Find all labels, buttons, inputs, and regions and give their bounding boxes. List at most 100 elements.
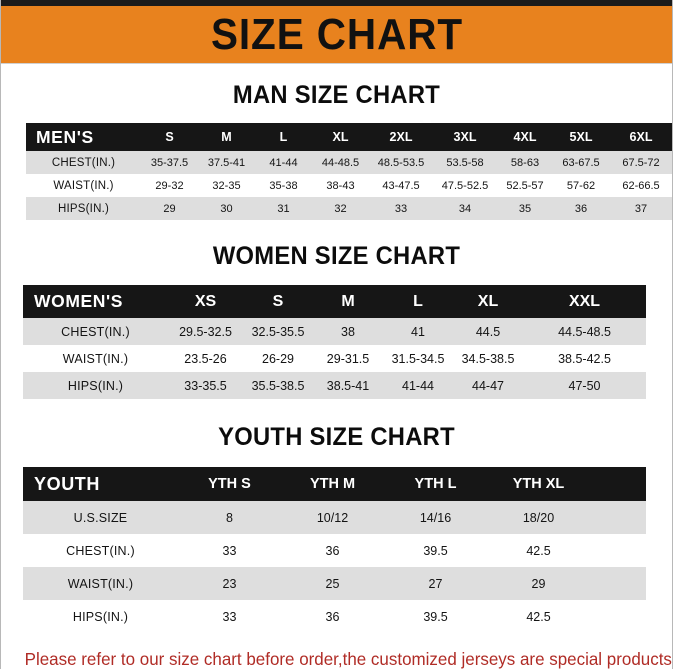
man-waist-l: 35-38: [255, 174, 312, 197]
youth-section-title: YOUTH SIZE CHART: [218, 423, 455, 451]
women-hips-xxl: 47-50: [523, 372, 646, 399]
women-col-l: L: [383, 285, 453, 318]
youth-ussize-blank: [590, 501, 646, 534]
man-chest-l: 41-44: [255, 151, 312, 174]
youth-ussize-ythl: 14/16: [384, 501, 487, 534]
man-col-3xl: 3XL: [433, 123, 497, 151]
youth-chest-ythm: 36: [281, 534, 384, 567]
man-size-table: MEN'S S M L XL 2XL 3XL 4XL 5XL 6XL CHEST…: [26, 123, 672, 220]
man-chest-s: 35-37.5: [141, 151, 198, 174]
man-waist-s: 29-32: [141, 174, 198, 197]
man-waist-6xl: 62-66.5: [609, 174, 672, 197]
women-chest-xl: 44.5: [453, 318, 523, 345]
women-table-wrapper: WOMEN'S XS S M L XL XXL CHEST(IN.) 29.5-…: [1, 285, 672, 399]
table-row: WAIST(IN.) 23 25 27 29: [23, 567, 646, 600]
man-hips-2xl: 33: [369, 197, 433, 220]
man-hips-4xl: 35: [497, 197, 553, 220]
man-hips-s: 29: [141, 197, 198, 220]
man-row-label-chest: CHEST(IN.): [26, 151, 141, 174]
women-col-m: M: [313, 285, 383, 318]
women-waist-xs: 23.5-26: [168, 345, 243, 372]
table-row: WAIST(IN.) 23.5-26 26-29 29-31.5 31.5-34…: [23, 345, 646, 372]
women-chest-s: 32.5-35.5: [243, 318, 313, 345]
women-waist-xxl: 38.5-42.5: [523, 345, 646, 372]
youth-row-label-chest: CHEST(IN.): [23, 534, 178, 567]
man-row-header-label: MEN'S: [26, 123, 141, 151]
man-waist-xl: 38-43: [312, 174, 369, 197]
women-row-label-waist: WAIST(IN.): [23, 345, 168, 372]
man-chest-6xl: 67.5-72: [609, 151, 672, 174]
women-chest-xxl: 44.5-48.5: [523, 318, 646, 345]
man-col-s: S: [141, 123, 198, 151]
youth-chest-ythl: 39.5: [384, 534, 487, 567]
youth-chest-blank: [590, 534, 646, 567]
man-hips-xl: 32: [312, 197, 369, 220]
man-hips-l: 31: [255, 197, 312, 220]
youth-table-wrapper: YOUTH YTH S YTH M YTH L YTH XL U.S.SIZE …: [1, 467, 672, 633]
man-col-5xl: 5XL: [553, 123, 609, 151]
youth-col-ythxl: YTH XL: [487, 467, 590, 501]
man-header-row: MEN'S S M L XL 2XL 3XL 4XL 5XL 6XL: [26, 123, 672, 151]
youth-waist-yths: 23: [178, 567, 281, 600]
man-row-label-waist: WAIST(IN.): [26, 174, 141, 197]
youth-row-label-waist: WAIST(IN.): [23, 567, 178, 600]
youth-col-yths: YTH S: [178, 467, 281, 501]
man-waist-3xl: 47.5-52.5: [433, 174, 497, 197]
youth-hips-yths: 33: [178, 600, 281, 633]
table-row: CHEST(IN.) 29.5-32.5 32.5-35.5 38 41 44.…: [23, 318, 646, 345]
youth-hips-ythl: 39.5: [384, 600, 487, 633]
youth-size-table: YOUTH YTH S YTH M YTH L YTH XL U.S.SIZE …: [23, 467, 646, 633]
women-size-table: WOMEN'S XS S M L XL XXL CHEST(IN.) 29.5-…: [23, 285, 646, 399]
youth-ussize-ythm: 10/12: [281, 501, 384, 534]
top-black-strip: [1, 0, 672, 6]
man-col-l: L: [255, 123, 312, 151]
man-section-title: MAN SIZE CHART: [232, 81, 441, 109]
man-waist-4xl: 52.5-57: [497, 174, 553, 197]
women-hips-xl: 44-47: [453, 372, 523, 399]
women-col-xl: XL: [453, 285, 523, 318]
man-row-label-hips: HIPS(IN.): [26, 197, 141, 220]
youth-row-label-us-size: U.S.SIZE: [23, 501, 178, 534]
youth-chest-yths: 33: [178, 534, 281, 567]
women-col-s: S: [243, 285, 313, 318]
youth-chest-ythxl: 42.5: [487, 534, 590, 567]
women-hips-s: 35.5-38.5: [243, 372, 313, 399]
table-row: HIPS(IN.) 33-35.5 35.5-38.5 38.5-41 41-4…: [23, 372, 646, 399]
man-col-2xl: 2XL: [369, 123, 433, 151]
youth-hips-ythxl: 42.5: [487, 600, 590, 633]
man-hips-3xl: 34: [433, 197, 497, 220]
size-chart-banner: SIZE CHART: [1, 6, 672, 64]
women-col-xs: XS: [168, 285, 243, 318]
man-hips-5xl: 36: [553, 197, 609, 220]
women-hips-l: 41-44: [383, 372, 453, 399]
man-waist-5xl: 57-62: [553, 174, 609, 197]
youth-col-ythl: YTH L: [384, 467, 487, 501]
table-row: WAIST(IN.) 29-32 32-35 35-38 38-43 43-47…: [26, 174, 672, 197]
women-section-title: WOMEN SIZE CHART: [212, 242, 461, 270]
man-chest-2xl: 48.5-53.5: [369, 151, 433, 174]
youth-col-ythm: YTH M: [281, 467, 384, 501]
man-chest-xl: 44-48.5: [312, 151, 369, 174]
man-waist-m: 32-35: [198, 174, 255, 197]
man-col-m: M: [198, 123, 255, 151]
women-waist-l: 31.5-34.5: [383, 345, 453, 372]
women-chest-l: 41: [383, 318, 453, 345]
women-waist-m: 29-31.5: [313, 345, 383, 372]
note-line-1: Please refer to our size chart before or…: [24, 649, 673, 669]
youth-row-header-label: YOUTH: [23, 467, 178, 501]
man-chest-4xl: 58-63: [497, 151, 553, 174]
youth-waist-ythxl: 29: [487, 567, 590, 600]
man-col-6xl: 6XL: [609, 123, 672, 151]
women-hips-m: 38.5-41: [313, 372, 383, 399]
women-chest-xs: 29.5-32.5: [168, 318, 243, 345]
youth-waist-blank: [590, 567, 646, 600]
women-waist-s: 26-29: [243, 345, 313, 372]
youth-hips-blank: [590, 600, 646, 633]
youth-ussize-yths: 8: [178, 501, 281, 534]
man-chest-3xl: 53.5-58: [433, 151, 497, 174]
table-row: CHEST(IN.) 33 36 39.5 42.5: [23, 534, 646, 567]
women-header-row: WOMEN'S XS S M L XL XXL: [23, 285, 646, 318]
table-row: HIPS(IN.) 29 30 31 32 33 34 35 36 37: [26, 197, 672, 220]
youth-row-label-hips: HIPS(IN.): [23, 600, 178, 633]
